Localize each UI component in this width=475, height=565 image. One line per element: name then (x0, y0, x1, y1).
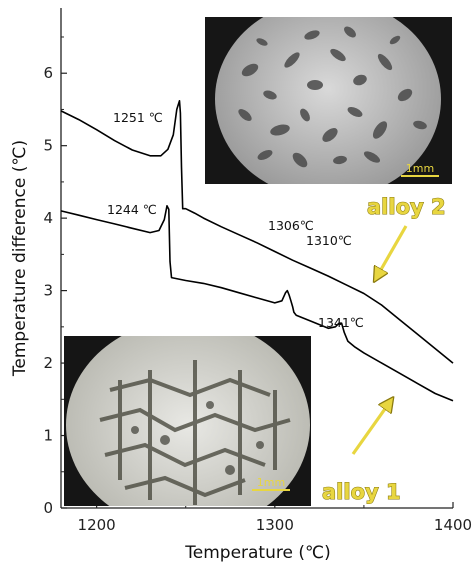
annotation-1341: 1341℃ (318, 315, 364, 330)
series-line-alloy-2 (60, 100, 454, 364)
y-tick-label: 3 (43, 282, 53, 300)
y-tick-label: 0 (43, 499, 53, 517)
y-axis-title: Temperature difference (℃) (10, 140, 30, 377)
axes (60, 8, 453, 509)
y-tick-label: 4 (43, 209, 53, 227)
series-line-alloy-1 (60, 205, 454, 402)
x-ticks: 1200 1300 1400 (78, 502, 472, 534)
micrograph-alloy-1: 1mm (64, 336, 311, 506)
y-ticks: 0 1 2 3 4 5 6 (43, 36, 67, 517)
annotation-1251: 1251 ℃ (113, 110, 163, 125)
annotation-1306: 1306℃ (268, 218, 314, 233)
alloy-2-label: alloy 2 (367, 195, 446, 219)
annotations: 1251 ℃ 1244 ℃ 1306℃ 1310℃ 1341℃ (107, 110, 364, 330)
x-tick-label: 1200 (78, 516, 116, 534)
x-axis-title: Temperature (℃) (184, 543, 330, 563)
scale-label-alloy-2: 1mm (406, 162, 434, 175)
alloy-2-arrow (375, 225, 408, 280)
alloy-1-label: alloy 1 (322, 480, 401, 504)
y-tick-label: 5 (43, 137, 53, 155)
micrograph-alloy-2: 1mm (205, 17, 452, 184)
scale-label-alloy-1: 1mm (257, 476, 285, 489)
y-tick-label: 1 (43, 427, 53, 445)
y-tick-label: 6 (43, 64, 53, 82)
annotation-1244: 1244 ℃ (107, 202, 157, 217)
x-tick-label: 1300 (256, 516, 294, 534)
annotation-1310: 1310℃ (306, 233, 352, 248)
alloy-labels: alloy 2 alloy 1 (321, 194, 446, 504)
x-tick-label: 1400 (434, 516, 472, 534)
alloy-1-arrow (351, 399, 392, 455)
y-tick-label: 2 (43, 354, 53, 372)
series-group (60, 100, 454, 402)
